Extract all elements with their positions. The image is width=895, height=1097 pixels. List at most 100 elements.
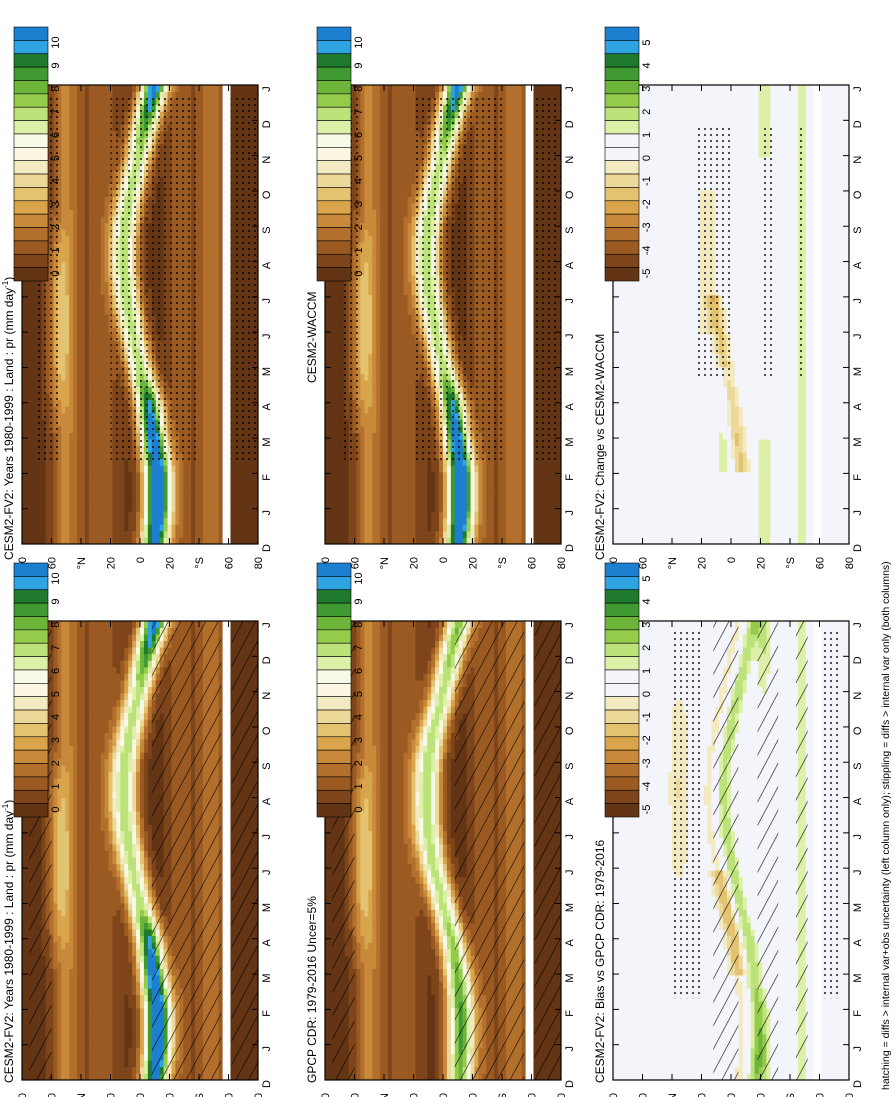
heat-cell — [73, 621, 77, 628]
heat-cell — [97, 818, 101, 825]
heat-cell — [85, 791, 89, 798]
heat-cell — [112, 772, 116, 779]
heat-cell — [116, 949, 120, 956]
heat-cell — [65, 936, 69, 943]
heat-cell — [69, 654, 73, 661]
heat-cell — [81, 929, 85, 936]
heat-cell — [53, 660, 57, 667]
heat-cell — [105, 772, 109, 779]
heat-cell — [93, 785, 97, 792]
heat-cell — [93, 824, 97, 831]
heat-cell — [61, 923, 65, 930]
heat-cell — [81, 673, 85, 680]
heat-cell — [89, 923, 93, 930]
heat-cell — [109, 982, 113, 989]
heat-cell — [97, 883, 101, 890]
heat-cell — [101, 1001, 105, 1008]
heat-cell — [101, 726, 105, 733]
heat-cell — [112, 667, 116, 674]
heat-cell — [116, 857, 120, 864]
heat-cell — [69, 837, 73, 844]
heat-cell — [105, 673, 109, 680]
heat-cell — [85, 752, 89, 759]
heat-cell — [73, 929, 77, 936]
heat-cell — [61, 746, 65, 753]
heat-cell — [65, 1028, 69, 1035]
heat-cell — [77, 916, 81, 923]
heat-cell — [97, 1001, 101, 1008]
heat-cell — [109, 942, 113, 949]
heat-cell — [69, 1067, 73, 1074]
heat-cell — [22, 1041, 26, 1048]
heat-cell — [101, 1028, 105, 1035]
heat-cell — [109, 687, 113, 694]
heat-cell — [22, 988, 26, 995]
heat-cell — [53, 1047, 57, 1054]
heat-cell — [116, 687, 120, 694]
heat-cell — [69, 949, 73, 956]
heat-cell — [116, 654, 120, 661]
heat-cell — [69, 1047, 73, 1054]
heat-cell — [85, 1060, 89, 1067]
heat-cell — [109, 844, 113, 851]
heat-cell — [109, 765, 113, 772]
heat-cell — [116, 693, 120, 700]
heat-cell — [69, 713, 73, 720]
heat-cell — [73, 752, 77, 759]
heat-cell — [85, 746, 89, 753]
heat-cell — [112, 1073, 116, 1080]
heat-cell — [112, 1021, 116, 1028]
heat-cell — [101, 687, 105, 694]
heat-cell — [109, 667, 113, 674]
heat-cell — [77, 857, 81, 864]
heat-cell — [53, 1073, 57, 1080]
heat-cell — [77, 1041, 81, 1048]
heat-cell — [85, 687, 89, 694]
heat-cell — [77, 654, 81, 661]
heat-cell — [116, 890, 120, 897]
heat-cell — [22, 831, 26, 838]
heat-cell — [89, 621, 93, 628]
heat-cell — [101, 693, 105, 700]
heat-cell — [89, 955, 93, 962]
heat-cell — [101, 811, 105, 818]
heat-cell — [85, 621, 89, 628]
heat-cell — [77, 634, 81, 641]
heat-cell — [105, 883, 109, 890]
heat-cell — [109, 634, 113, 641]
heat-cell — [77, 1008, 81, 1015]
heat-cell — [73, 857, 77, 864]
heat-cell — [105, 1060, 109, 1067]
heat-cell — [97, 660, 101, 667]
heat-cell — [89, 706, 93, 713]
heat-cell — [105, 988, 109, 995]
heat-cell — [85, 1008, 89, 1015]
heat-cell — [97, 857, 101, 864]
heat-cell — [116, 621, 120, 628]
heat-cell — [116, 988, 120, 995]
heat-cell — [120, 975, 124, 982]
heat-cell — [112, 903, 116, 910]
heat-cell — [85, 1067, 89, 1074]
heat-cell — [57, 726, 61, 733]
heat-cell — [81, 765, 85, 772]
heat-cell — [77, 923, 81, 930]
heat-cell — [105, 805, 109, 812]
heat-cell — [101, 660, 105, 667]
heat-cell — [81, 719, 85, 726]
heat-cell — [61, 837, 65, 844]
heat-cell — [120, 1054, 124, 1061]
heat-cell — [116, 1067, 120, 1074]
heat-cell — [112, 949, 116, 956]
heat-cell — [53, 746, 57, 753]
heat-cell — [53, 844, 57, 851]
heat-cell — [69, 864, 73, 871]
heat-cell — [69, 1014, 73, 1021]
heat-cell — [120, 765, 124, 772]
heat-cell — [77, 805, 81, 812]
heat-cell — [69, 995, 73, 1002]
heat-cell — [101, 739, 105, 746]
heat-cell — [53, 824, 57, 831]
heat-cell — [105, 1021, 109, 1028]
heat-cell — [65, 903, 69, 910]
